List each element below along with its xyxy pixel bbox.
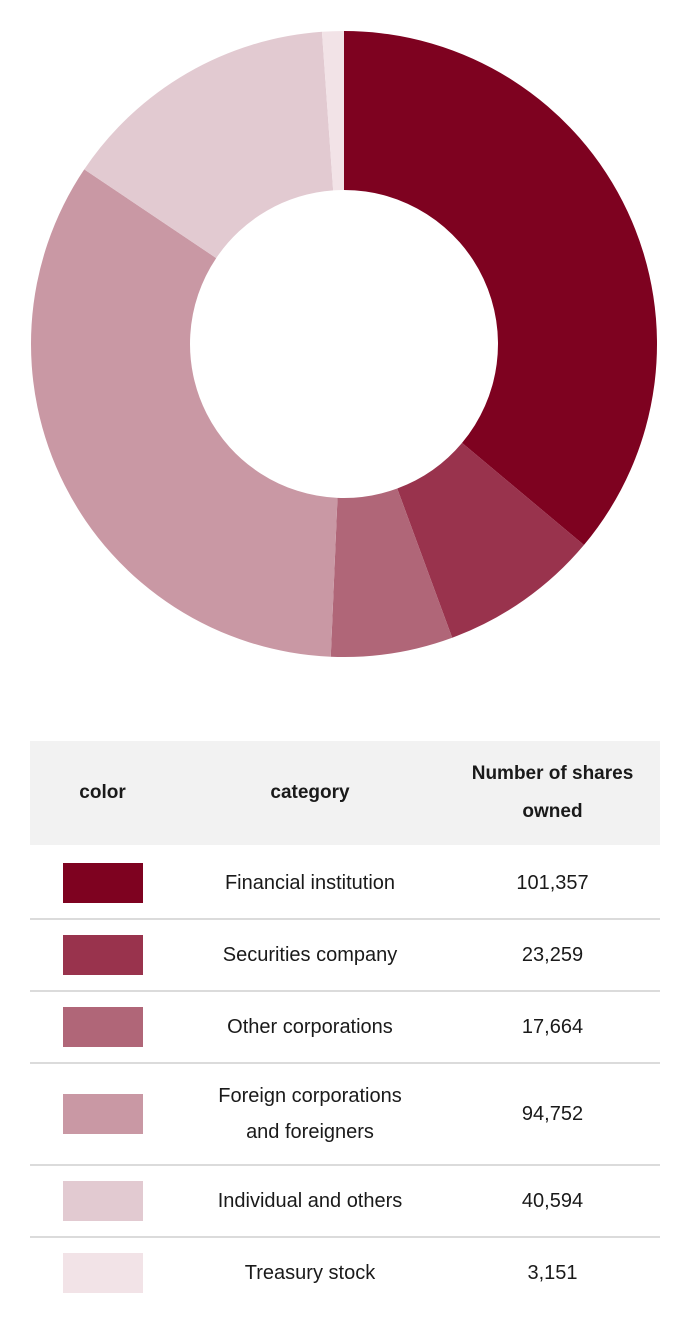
column-header-shares: Number of shares owned (471, 763, 634, 822)
color-cell (30, 1094, 175, 1134)
donut-segment-treasury-stock (321, 31, 344, 191)
category-cell: Treasury stock (244, 1262, 376, 1284)
category-cell: Financial institution (224, 872, 396, 894)
donut-chart (30, 31, 657, 658)
color-swatch (62, 1181, 143, 1221)
donut-segment-financial-institution (344, 31, 657, 546)
table-row: Treasury stock 3,151 (30, 1236, 660, 1308)
donut-segment-other-corporations (330, 488, 453, 658)
shares-cell: 40,594 (521, 1189, 584, 1212)
color-swatch (62, 1007, 143, 1047)
column-header-color: color (79, 782, 126, 803)
color-swatch (62, 935, 143, 975)
table-row: Individual and others 40,594 (30, 1164, 660, 1236)
color-cell (30, 1007, 175, 1047)
table-row: Other corporations 17,664 (30, 990, 660, 1062)
donut-segment-securities-company (397, 442, 584, 638)
color-cell (30, 1253, 175, 1293)
table-row: Financial institution 101,357 (30, 848, 660, 918)
color-swatch (62, 1253, 143, 1293)
table-header-row: color category Number of shares owned (30, 741, 660, 845)
column-header-category: category (270, 782, 350, 803)
shares-cell: 101,357 (516, 871, 589, 894)
shares-cell: 3,151 (527, 1261, 578, 1284)
color-swatch (62, 863, 143, 903)
color-cell (30, 1181, 175, 1221)
donut-chart-area (30, 31, 657, 658)
table-row: Foreign corporations and foreigners 94,7… (30, 1062, 660, 1164)
color-cell (30, 863, 175, 903)
table-row: Securities company 23,259 (30, 918, 660, 990)
shares-cell: 23,259 (521, 943, 584, 966)
category-cell: Foreign corporations and foreigners (218, 1085, 402, 1143)
color-cell (30, 935, 175, 975)
shares-cell: 17,664 (521, 1015, 584, 1038)
donut-segment-individual-and-others (84, 31, 334, 259)
category-cell: Individual and others (217, 1190, 403, 1212)
donut-segment-foreign-corporations-and-foreigners (30, 169, 338, 657)
legend-table: color category Number of shares owned Fi… (30, 741, 660, 1308)
table-body: Financial institution 101,357 Securities… (30, 848, 660, 1308)
shares-cell: 94,752 (521, 1102, 584, 1125)
category-cell: Other corporations (227, 1016, 393, 1038)
category-cell: Securities company (222, 944, 398, 966)
color-swatch (62, 1094, 143, 1134)
